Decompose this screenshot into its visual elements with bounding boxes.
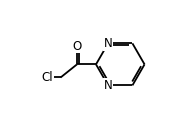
Text: Cl: Cl <box>41 71 53 84</box>
Text: O: O <box>72 40 82 53</box>
Text: N: N <box>104 79 113 92</box>
Text: N: N <box>104 37 113 50</box>
